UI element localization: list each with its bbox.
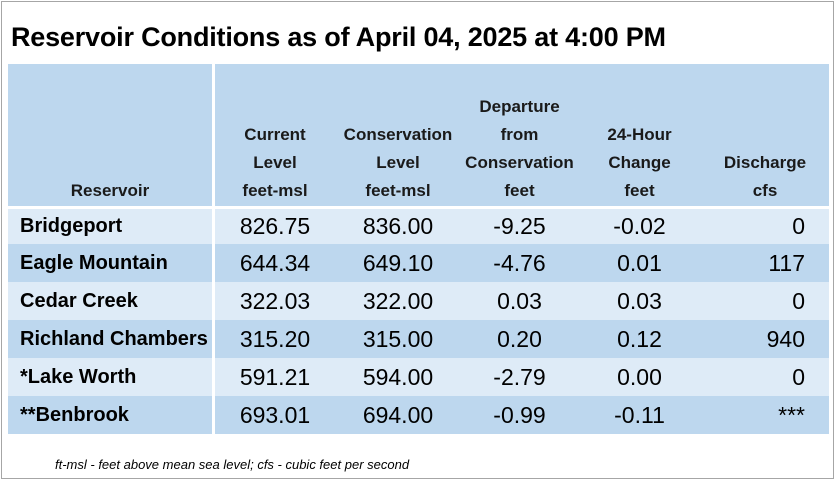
reservoir-name: Cedar Creek <box>8 282 215 320</box>
page-title: Reservoir Conditions as of April 04, 202… <box>11 22 666 52</box>
table-row: Richland Chambers 315.20 315.00 0.20 0.1… <box>8 320 829 358</box>
discharge-cell: 0 <box>701 358 829 396</box>
departure-cell: -4.76 <box>461 244 578 282</box>
reservoir-table: Reservoir Current Level feet-msl Conservat… <box>8 64 829 434</box>
change-cell: 0.12 <box>578 320 701 358</box>
reservoir-name: Bridgeport <box>8 206 215 244</box>
table-row: Eagle Mountain 644.34 649.10 -4.76 0.01 … <box>8 244 829 282</box>
column-header-line: feet <box>624 181 655 200</box>
column-header-line: Reservoir <box>70 181 150 200</box>
change-cell: 0.01 <box>578 244 701 282</box>
change-cell: -0.02 <box>578 206 701 244</box>
reservoir-name: Eagle Mountain <box>8 244 215 282</box>
column-header-line: Conservation <box>465 153 574 172</box>
departure-cell: 0.03 <box>461 282 578 320</box>
change-cell: 0.03 <box>578 282 701 320</box>
change-cell: -0.11 <box>578 396 701 434</box>
column-header-line: Level <box>376 153 420 172</box>
conservation-level-cell: 594.00 <box>335 358 461 396</box>
column-header-current-level: Current Level feet-msl <box>215 64 335 206</box>
column-header-line: Departure <box>479 97 560 116</box>
departure-cell: -0.99 <box>461 396 578 434</box>
discharge-cell: 0 <box>701 282 829 320</box>
current-level-cell: 644.34 <box>215 244 335 282</box>
current-level-cell: 591.21 <box>215 358 335 396</box>
column-header-reservoir: Reservoir <box>8 64 215 206</box>
reservoir-name: **Benbrook <box>8 396 215 434</box>
header-row: Reservoir Current Level feet-msl Conservat… <box>8 64 829 206</box>
column-header-line: Current <box>244 125 306 144</box>
conservation-level-cell: 694.00 <box>335 396 461 434</box>
column-header-departure: Departure from Conservation feet <box>461 64 578 206</box>
change-cell: 0.00 <box>578 358 701 396</box>
column-header-line: Discharge <box>723 153 807 172</box>
table-row: *Lake Worth 591.21 594.00 -2.79 0.00 0 <box>8 358 829 396</box>
column-header-line: Level <box>253 153 297 172</box>
column-header-line: feet-msl <box>242 181 308 200</box>
current-level-cell: 322.03 <box>215 282 335 320</box>
reservoir-name: Richland Chambers <box>8 320 215 358</box>
departure-cell: -2.79 <box>461 358 578 396</box>
discharge-cell: 117 <box>701 244 829 282</box>
current-level-cell: 315.20 <box>215 320 335 358</box>
reservoir-name: *Lake Worth <box>8 358 215 396</box>
conservation-level-cell: 315.00 <box>335 320 461 358</box>
current-level-cell: 693.01 <box>215 396 335 434</box>
column-header-line: Conservation <box>343 125 453 144</box>
discharge-cell: 940 <box>701 320 829 358</box>
column-header-line: cfs <box>752 181 778 200</box>
current-level-cell: 826.75 <box>215 206 335 244</box>
column-header-discharge: Discharge cfs <box>701 64 829 206</box>
column-header-line: from <box>500 125 539 144</box>
conservation-level-cell: 322.00 <box>335 282 461 320</box>
column-header-24-hour-change: 24-Hour Change feet <box>578 64 701 206</box>
conservation-level-cell: 836.00 <box>335 206 461 244</box>
discharge-cell: 0 <box>701 206 829 244</box>
table-row: **Benbrook 693.01 694.00 -0.99 -0.11 *** <box>8 396 829 434</box>
column-header-line: 24-Hour <box>607 125 672 144</box>
column-header-line: feet-msl <box>365 181 431 200</box>
table-row: Cedar Creek 322.03 322.00 0.03 0.03 0 <box>8 282 829 320</box>
table-header: Reservoir Current Level feet-msl Conservat… <box>8 64 829 206</box>
table-row: Bridgeport 826.75 836.00 -9.25 -0.02 0 <box>8 206 829 244</box>
conservation-level-cell: 649.10 <box>335 244 461 282</box>
column-header-line: feet <box>504 181 535 200</box>
departure-cell: -9.25 <box>461 206 578 244</box>
footnote: ft-msl - feet above mean sea level; cfs … <box>55 457 410 472</box>
discharge-cell: *** <box>701 396 829 434</box>
departure-cell: 0.20 <box>461 320 578 358</box>
column-header-line: Change <box>608 153 671 172</box>
table-body: Bridgeport 826.75 836.00 -9.25 -0.02 0 E… <box>8 206 829 434</box>
column-header-conservation-level: Conservation Level feet-msl <box>335 64 461 206</box>
